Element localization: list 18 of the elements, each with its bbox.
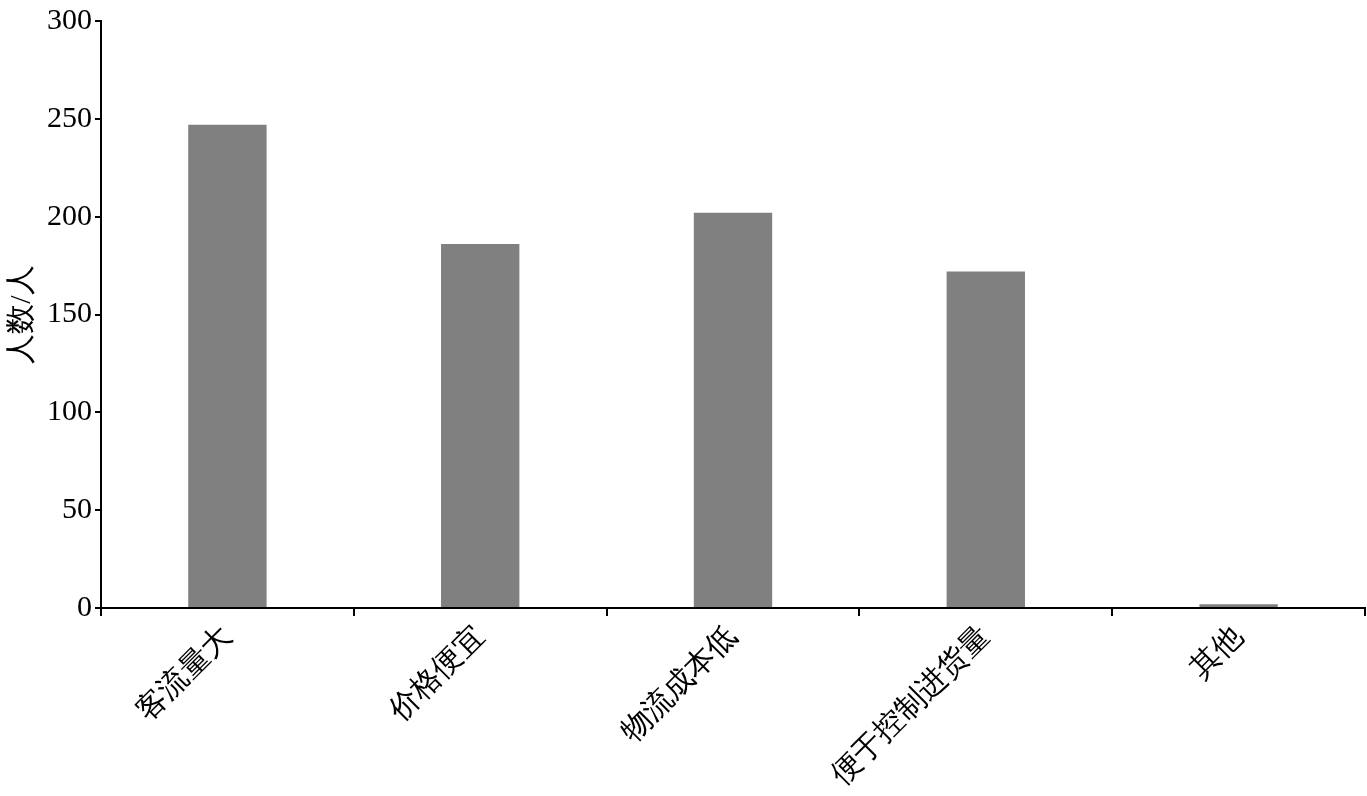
y-tick-label: 200 xyxy=(47,197,92,231)
y-tick-label: 250 xyxy=(47,99,92,133)
bar xyxy=(1199,604,1278,608)
bar xyxy=(693,212,773,608)
bar xyxy=(946,271,1025,608)
x-tick-label: 价格便宜 xyxy=(381,618,491,728)
y-tick-label: 150 xyxy=(47,295,92,329)
y-tick-label: 0 xyxy=(77,588,92,622)
y-tick-label: 50 xyxy=(62,491,92,525)
x-tick-label: 其他 xyxy=(1182,618,1249,685)
bar xyxy=(188,124,267,608)
y-tick-label: 100 xyxy=(47,393,92,427)
y-axis-title: 人数/人 xyxy=(2,265,36,364)
x-tick-label: 便于控制进货量 xyxy=(823,618,996,791)
bar xyxy=(441,244,520,608)
x-tick-label: 物流成本低 xyxy=(613,618,743,748)
x-tick-label: 客流量大 xyxy=(129,618,238,727)
y-tick-label: 300 xyxy=(47,1,92,35)
